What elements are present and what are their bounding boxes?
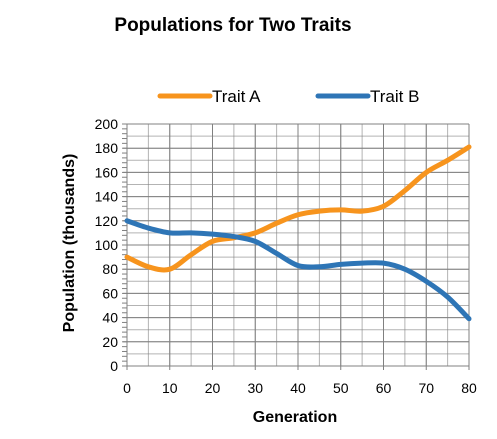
y-tick-label: 20 [102,334,118,350]
x-tick-label: 50 [333,380,349,396]
y-tick-label: 180 [95,140,119,156]
x-tick-label: 30 [247,380,263,396]
x-tick-label: 40 [290,380,306,396]
x-tick-label: 70 [418,380,434,396]
y-axis-label: Population (thousands) [61,154,78,333]
y-tick-label: 0 [110,358,118,374]
y-tick-label: 100 [95,237,119,253]
series-line-trait-a [124,144,472,273]
x-tick-label: 20 [205,380,221,396]
y-tick-label: 200 [95,116,119,132]
tick-labels: 0 20 40 60 80 100 120 140 160 180 200 0 10 20 30 40 50 60… [95,116,477,396]
y-tick-label: 40 [102,310,118,326]
y-tick-label: 60 [102,285,118,301]
chart-title: Populations for Two Traits [114,15,351,36]
major-gridlines [123,123,470,370]
y-tick-label: 80 [102,261,118,277]
x-tick-label: 0 [123,380,131,396]
x-tick-label: 80 [461,380,477,396]
legend-label-trait-a: Trait A [212,87,261,106]
y-tick-label: 160 [95,164,119,180]
series-layer [124,144,472,322]
x-tick-label: 10 [162,380,178,396]
x-axis-label: Generation [253,409,337,426]
legend-label-trait-b: Trait B [370,87,419,106]
y-tick-label: 120 [95,213,119,229]
legend: Trait A Trait B [157,87,419,106]
y-tick-label: 140 [95,189,119,205]
x-tick-label: 60 [376,380,392,396]
series-line-trait-b [124,218,472,322]
